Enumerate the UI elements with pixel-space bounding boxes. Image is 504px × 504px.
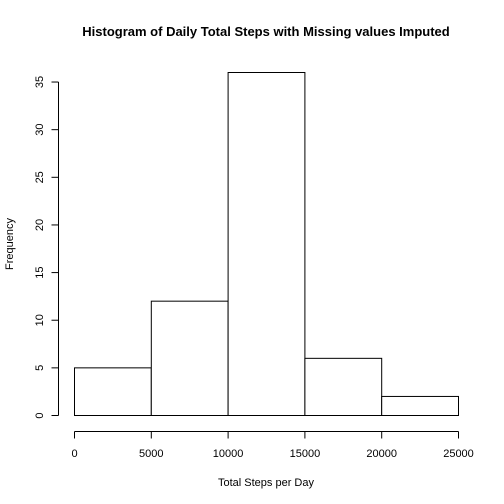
x-tick-label-3: 15000 <box>290 448 321 460</box>
x-tick-label-5: 25000 <box>443 448 474 460</box>
bars-group <box>74 72 460 417</box>
histogram-bar-3 <box>304 357 383 417</box>
x-axis-label: Total Steps per Day <box>218 477 314 489</box>
x-tick-label-0: 0 <box>71 448 77 460</box>
histogram-bar-0 <box>74 367 152 417</box>
y-tick-label-1: 5 <box>34 365 46 371</box>
y-tick-label-6: 30 <box>34 124 46 136</box>
y-tick-label-3: 15 <box>34 266 46 278</box>
y-tick-label-7: 35 <box>34 76 46 88</box>
y-tick-label-5: 25 <box>34 171 46 183</box>
y-tick-label-0: 0 <box>34 412 46 418</box>
y-tick-label-2: 10 <box>34 314 46 326</box>
histogram-bar-1 <box>150 300 229 416</box>
y-axis-label: Frequency <box>4 218 16 270</box>
histogram-bar-2 <box>227 72 306 416</box>
x-tick-label-2: 10000 <box>213 448 244 460</box>
y-axis: 0 5 10 15 20 25 30 35 <box>34 76 59 419</box>
x-tick-label-4: 20000 <box>366 448 397 460</box>
chart-title: Histogram of Daily Total Steps with Miss… <box>82 24 449 39</box>
x-axis: 0 5000 10000 15000 20000 25000 <box>71 431 474 460</box>
histogram-bar-4 <box>381 395 460 417</box>
x-tick-label-1: 5000 <box>139 448 163 460</box>
y-tick-label-4: 20 <box>34 219 46 231</box>
